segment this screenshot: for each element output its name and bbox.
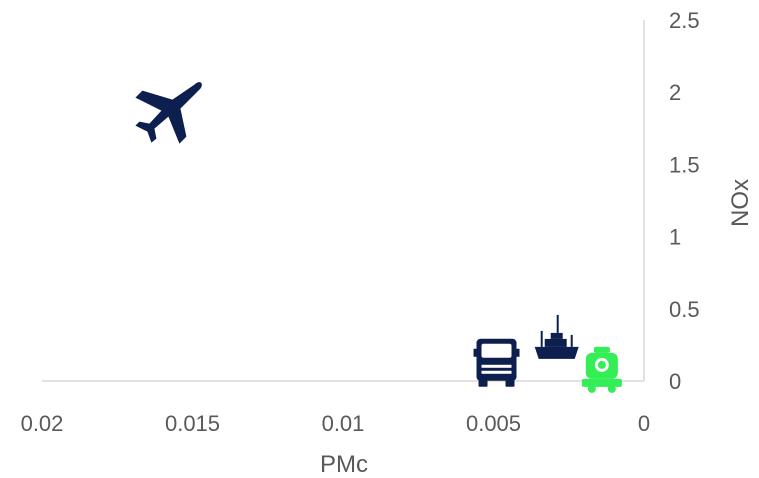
x-tick-label: 0.015: [165, 411, 220, 436]
airplane-icon: [135, 82, 202, 144]
data-points: [135, 82, 622, 393]
x-tick-label: 0.005: [466, 411, 521, 436]
axes: [42, 20, 645, 382]
x-tick-label: 0.01: [322, 411, 365, 436]
y-tick-label: 1: [669, 225, 681, 250]
y-tick-label: 0: [669, 369, 681, 394]
y-tick-label: 2.5: [669, 8, 700, 33]
y-tick-label: 1.5: [669, 152, 700, 177]
x-axis-title: PMc: [320, 451, 368, 478]
y-tick-label: 0.5: [669, 297, 700, 322]
y-axis-title: NOx: [727, 179, 754, 227]
ship-icon: [534, 314, 579, 359]
y-tick-labels: 0 0.5 1 1.5 2 2.5: [669, 8, 700, 394]
train-icon: [581, 346, 622, 393]
x-tick-labels: 0.02 0.015 0.01 0.005 0: [21, 411, 651, 436]
y-tick-label: 2: [669, 80, 681, 105]
x-tick-label: 0.02: [21, 411, 64, 436]
x-tick-label: 0: [638, 411, 650, 436]
truck-icon: [473, 338, 520, 387]
